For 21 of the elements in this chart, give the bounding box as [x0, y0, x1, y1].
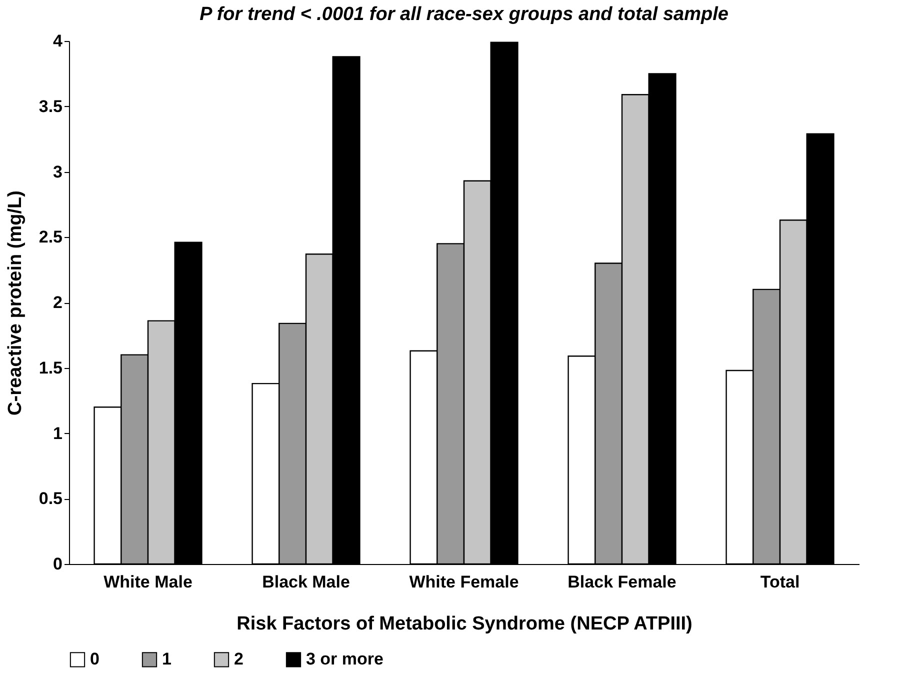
y-axis-title: C-reactive protein (mg/L) — [4, 190, 26, 416]
y-tick-label: 0 — [53, 554, 62, 574]
legend-label: 1 — [162, 650, 172, 669]
chart-title: P for trend < .0001 for all race-sex groups and total sample — [200, 4, 729, 25]
x-tick-label: White Female — [409, 572, 519, 592]
y-tick-label: 2 — [53, 293, 62, 312]
y-tick-label: 3.5 — [38, 96, 62, 116]
y-tick-label: 1.5 — [38, 358, 62, 378]
y-tick-label: 0.5 — [38, 489, 62, 508]
y-tick-label: 3 — [53, 162, 62, 182]
x-tick-label: Black Male — [262, 572, 350, 592]
y-tick-label: 4 — [53, 32, 64, 50]
legend-label: 2 — [234, 650, 244, 669]
x-tick-label: Black Female — [568, 572, 676, 592]
y-tick-label: 2.5 — [38, 228, 62, 247]
x-axis-title: Risk Factors of Metabolic Syndrome (NECP ATPIII) — [236, 614, 692, 634]
legend-label: 0 — [90, 650, 100, 669]
y-tick-label: 1 — [53, 424, 62, 443]
x-tick-label: White Male — [104, 572, 192, 592]
legend-label: 3 or more — [306, 650, 384, 669]
x-tick-label: Total — [760, 572, 800, 592]
